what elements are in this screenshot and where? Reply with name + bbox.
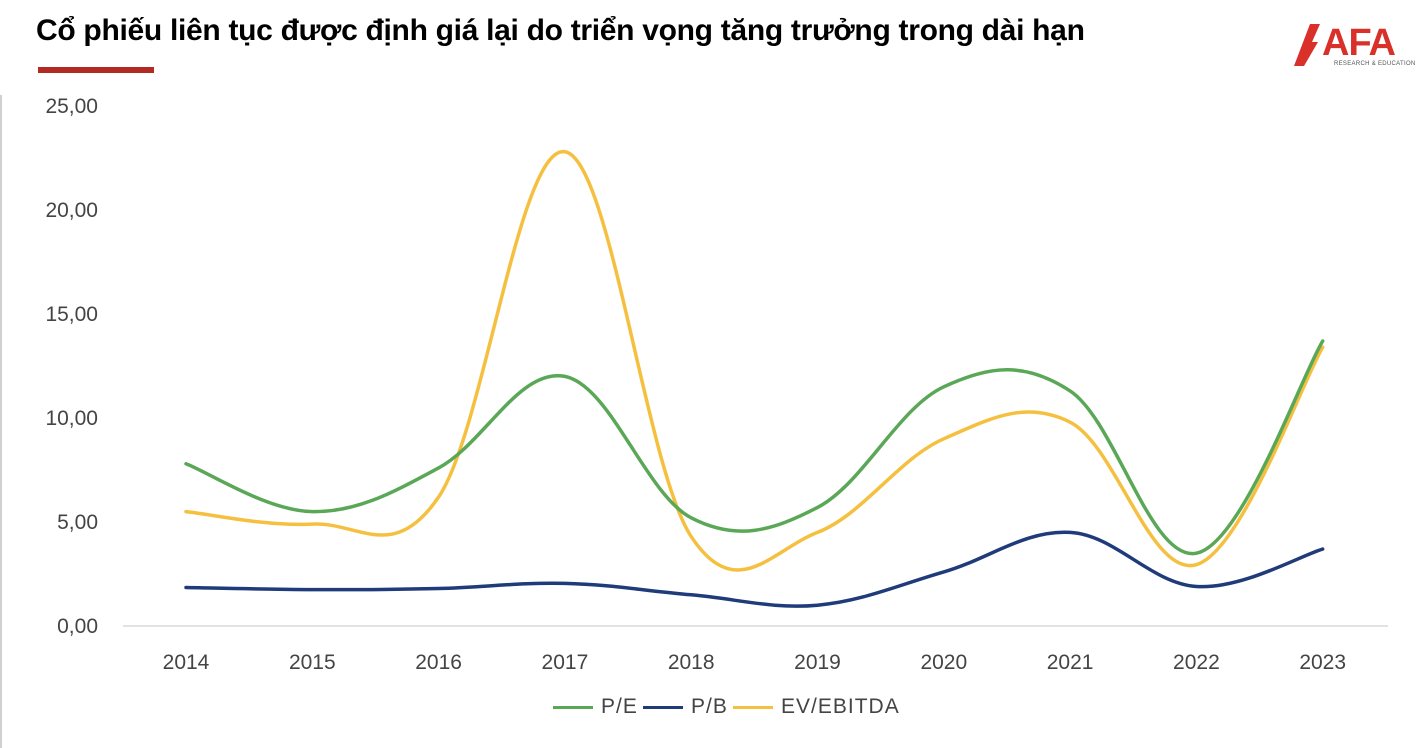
legend-label: P/E xyxy=(601,695,638,718)
legend-label: P/B xyxy=(691,695,728,718)
afa-logo xyxy=(1290,20,1408,70)
legend-item: P/B xyxy=(643,692,728,722)
legend-swatch xyxy=(553,705,593,709)
frame-left-border xyxy=(0,95,2,748)
series-line-p-b xyxy=(184,530,1325,608)
legend-swatch xyxy=(643,705,683,709)
series-line-ev-ebitda xyxy=(184,150,1325,572)
legend-swatch xyxy=(733,705,773,709)
y-tick-label: 25,00 xyxy=(45,95,98,118)
afa-logo-mark xyxy=(1294,24,1320,66)
x-tick-label: 2020 xyxy=(920,651,967,674)
legend: P/E P/B EV/EBITDA xyxy=(0,692,1418,722)
x-tick-label: 2018 xyxy=(668,651,715,674)
y-tick-label: 20,00 xyxy=(45,199,98,222)
x-tick-label: 2023 xyxy=(1299,651,1346,674)
y-tick-label: 10,00 xyxy=(45,407,98,430)
x-tick-label: 2015 xyxy=(289,651,336,674)
series-lines xyxy=(184,150,1325,608)
legend-item: EV/EBITDA xyxy=(733,692,900,722)
x-tick-label: 2019 xyxy=(794,651,841,674)
logo-mark-shape xyxy=(1294,24,1320,66)
logo-text: AFA xyxy=(1322,22,1396,64)
x-tick-label: 2022 xyxy=(1173,651,1220,674)
y-axis-ticks: 0,00 5,00 10,00 15,00 20,00 25,00 xyxy=(45,95,98,638)
x-tick-label: 2014 xyxy=(163,651,210,674)
logo-subtext: RESEARCH & EDUCATION xyxy=(1334,61,1416,67)
x-tick-label: 2016 xyxy=(415,651,462,674)
series-line-p-e xyxy=(184,339,1325,555)
x-axis-ticks: 2014 2015 2016 2017 2018 2019 2020 2021 2022 2023 xyxy=(163,651,1346,674)
y-tick-label: 15,00 xyxy=(45,303,98,326)
title-underline xyxy=(38,67,154,73)
legend-item: P/E xyxy=(553,692,638,722)
y-tick-label: 0,00 xyxy=(57,615,98,638)
chart-title: Cổ phiếu liên tục được định giá lại do t… xyxy=(36,14,1085,47)
x-tick-label: 2021 xyxy=(1047,651,1094,674)
x-tick-label: 2017 xyxy=(542,651,589,674)
y-tick-label: 5,00 xyxy=(57,511,98,534)
legend-label: EV/EBITDA xyxy=(781,695,900,718)
